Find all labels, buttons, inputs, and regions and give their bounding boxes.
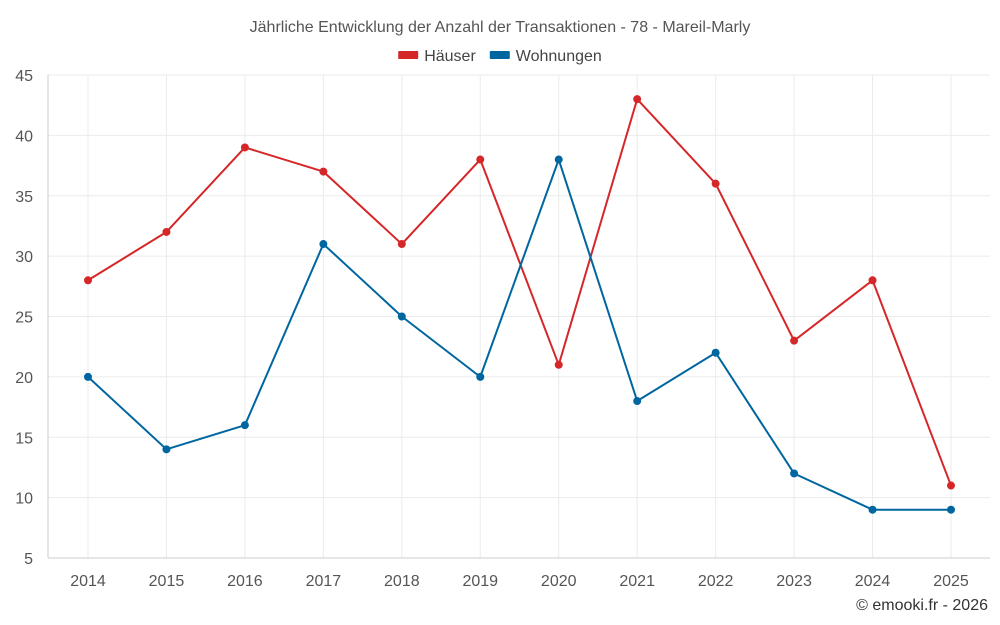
x-tick-label: 2016 (227, 573, 263, 590)
data-point[interactable] (947, 481, 955, 490)
legend-item[interactable]: Häuser (398, 48, 476, 65)
grid (48, 74, 990, 558)
data-point[interactable] (633, 95, 642, 104)
chart-title: Jährliche Entwicklung der Anzahl der Tra… (250, 19, 751, 36)
data-point[interactable] (476, 155, 485, 164)
series-h-user (84, 95, 955, 490)
y-tick-label: 45 (15, 68, 33, 85)
y-tick-label: 35 (15, 189, 33, 206)
data-point[interactable] (84, 276, 92, 285)
y-tick-label: 10 (15, 491, 33, 508)
data-point[interactable] (868, 505, 877, 514)
legend-swatch (398, 51, 419, 59)
legend[interactable]: Häuser Wohnungen (398, 48, 602, 65)
data-point[interactable] (790, 469, 799, 478)
legend-label: Wohnungen (516, 48, 602, 65)
x-tick-label: 2020 (541, 573, 577, 590)
x-tick-label: 2018 (384, 573, 420, 590)
series-group (84, 95, 955, 514)
y-tick-label: 5 (24, 551, 33, 568)
legend-item[interactable]: Wohnungen (489, 48, 602, 65)
data-point[interactable] (84, 372, 92, 381)
x-tick-label: 2021 (619, 573, 655, 590)
series-line (87, 158, 951, 511)
y-tick-label: 20 (15, 370, 33, 387)
x-tick-label: 2014 (70, 573, 106, 590)
data-point[interactable] (947, 505, 955, 514)
data-point[interactable] (240, 143, 249, 152)
x-tick-label: 2024 (855, 573, 891, 590)
data-point[interactable] (711, 179, 720, 188)
data-point[interactable] (476, 372, 485, 381)
series-wohnungen (84, 155, 955, 514)
y-tick-label: 15 (15, 430, 33, 447)
x-tick-label: 2023 (776, 573, 812, 590)
x-tick-label: 2025 (933, 573, 969, 590)
data-point[interactable] (319, 167, 328, 176)
data-point[interactable] (868, 276, 877, 285)
legend-swatch (489, 51, 510, 59)
data-point[interactable] (554, 155, 563, 164)
x-tick-label: 2019 (462, 573, 498, 590)
legend-label: Häuser (424, 48, 476, 65)
x-tick-label: 2015 (149, 573, 185, 590)
copyright-credit: © emooki.fr - 2026 (856, 597, 988, 614)
x-tick-label: 2022 (698, 573, 734, 590)
x-tick-label: 2017 (306, 573, 342, 590)
data-point[interactable] (633, 397, 642, 406)
series-line (87, 98, 952, 486)
data-point[interactable] (790, 336, 799, 345)
data-point[interactable] (554, 360, 563, 369)
y-tick-label: 30 (15, 249, 33, 266)
data-point[interactable] (711, 348, 720, 357)
data-point[interactable] (397, 240, 406, 249)
data-point[interactable] (162, 445, 171, 454)
y-tick-label: 25 (15, 310, 33, 327)
data-point[interactable] (162, 227, 171, 236)
data-point[interactable] (319, 240, 328, 249)
data-point[interactable] (397, 312, 406, 321)
y-tick-label: 40 (15, 128, 33, 145)
data-point[interactable] (240, 421, 249, 430)
